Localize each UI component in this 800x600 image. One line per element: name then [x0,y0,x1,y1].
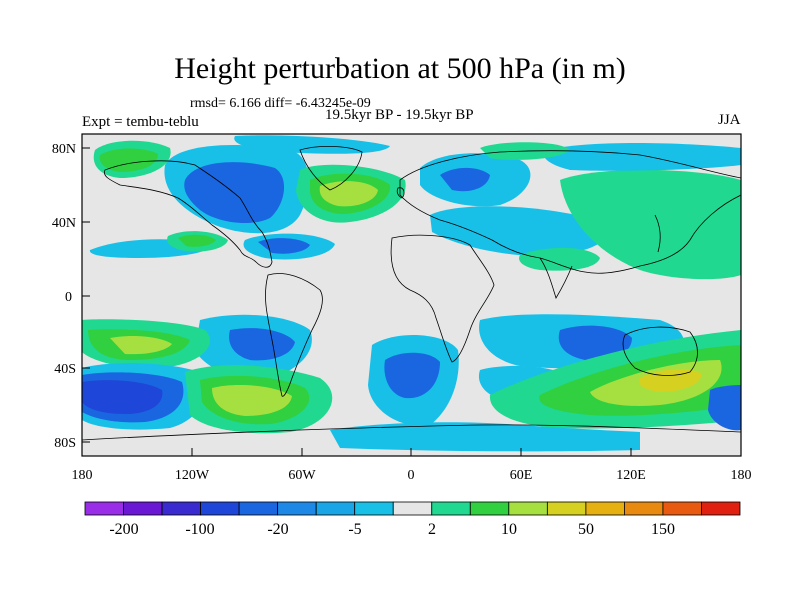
contour-neg-dark [229,328,295,361]
contour-pos-mid [99,148,158,172]
colorbar-swatch [624,501,664,516]
contour-pos-light [560,169,741,280]
colorbar-swatch [508,501,548,516]
colorbar-swatch [277,501,317,516]
lon-label: 60E [510,468,533,483]
lat-label: 0 [65,290,72,305]
lon-label: 180 [72,468,93,483]
lon-label: 120W [175,468,210,483]
coast-south-america [265,273,323,397]
colorbar-label: -5 [348,521,361,538]
contour-neg-dark [708,385,741,431]
contour-neg-dark [258,238,310,254]
contour-pos-high [319,181,378,207]
coastlines [82,145,741,441]
coast-india [539,257,573,299]
contour-pos-light [519,247,600,271]
contour-neg-dark [558,325,632,361]
axis-ticks [81,147,742,456]
colorbar-swatch [662,501,702,516]
plot-title: Height perturbation at 500 hPa (in m) [174,52,626,85]
colorbar-swatch [200,501,240,516]
colorbar-swatch [238,501,279,516]
coast-greenland [299,145,363,191]
contour-neg-dark [184,162,285,224]
lat-label: 40N [52,216,76,231]
contour-neg-dark [384,352,440,399]
colorbar-label: 150 [651,521,675,538]
contour-neg-light [543,143,741,171]
contour-fields [82,135,741,452]
contour-pos-high [110,336,172,355]
colorbar-swatch [585,501,625,516]
colorbar-swatch [84,501,124,516]
colorbar-swatch [315,501,356,516]
colorbar-swatch [546,501,587,516]
contour-neg-dark [440,167,490,192]
colorbar [84,501,741,516]
lon-label: 0 [408,468,415,483]
coast-north-america [103,160,273,268]
coast-antarctica [82,424,741,441]
lon-label: 60W [288,468,316,483]
lon-label: 120E [616,468,646,483]
colorbar-label: -200 [109,521,138,538]
colorbar-label: -20 [267,521,288,538]
contour-pos-high [212,384,292,416]
colorbar-swatch [701,501,741,516]
colorbar-swatch [354,501,394,516]
season-label: JJA [718,112,741,128]
contour-neg-light [430,206,611,256]
colorbar-swatch [392,501,433,516]
lat-label: 80S [54,436,76,451]
colorbar-label: 50 [578,521,594,538]
colorbar-swatch [161,501,201,516]
colorbar-label: 10 [501,521,517,538]
rmsd-stats: rmsd= 6.166 diff= -6.43245e-09 [190,96,371,111]
period-label: 19.5kyr BP - 19.5kyr BP [325,107,474,123]
colorbar-swatch [469,501,510,516]
coast-australia [622,326,698,376]
lat-label: 40S [54,362,76,377]
lon-label: 180 [731,468,752,483]
coast-uk [396,187,405,199]
colorbar-swatch [123,501,163,516]
contour-neg-light [234,135,390,154]
colorbar-label: -100 [185,521,214,538]
coast-eurasia [399,150,741,274]
contour-neg-deep [82,380,163,414]
colorbar-swatch [431,501,471,516]
colorbar-label: 2 [428,521,436,538]
contour-pos-mid [178,234,216,247]
coast-africa [390,234,495,363]
contour-neg-light [330,422,640,452]
experiment-label: Expt = tembu-teblu [82,114,199,130]
lat-label: 80N [52,142,76,157]
coast-japan [654,214,661,253]
